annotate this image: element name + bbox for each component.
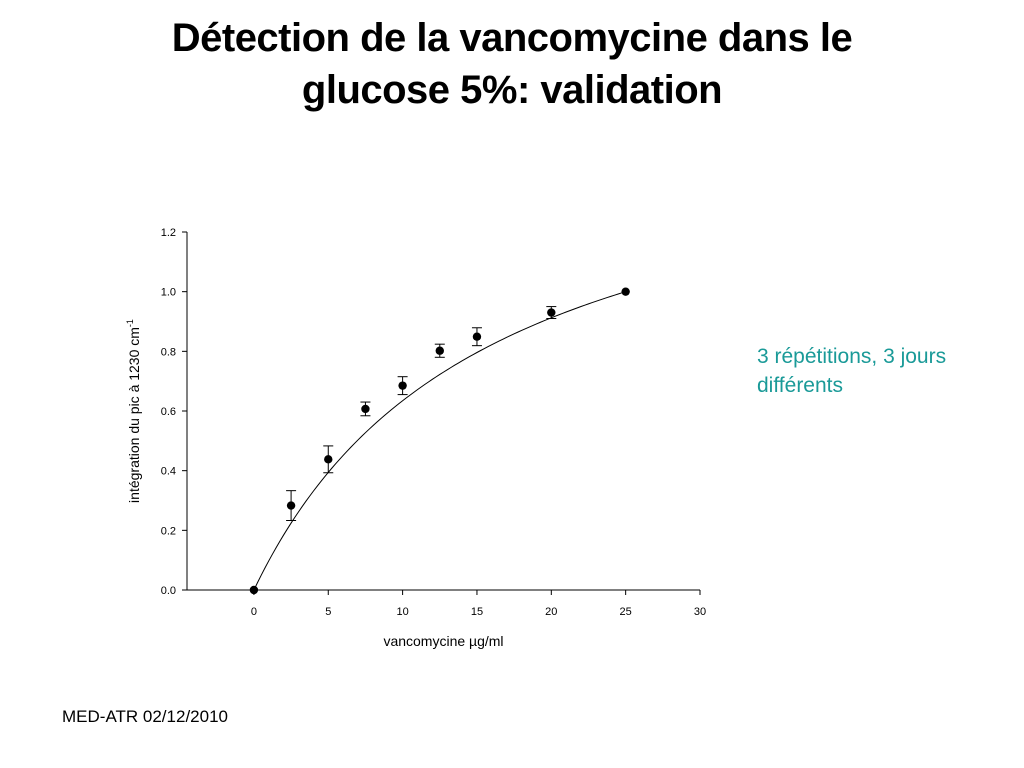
x-tick-label: 20 [545, 606, 557, 618]
y-tick-label: 0.2 [161, 525, 176, 537]
x-tick-label: 15 [471, 606, 483, 618]
data-point [361, 404, 370, 414]
data-point [547, 308, 556, 317]
note-line-1: 3 répétitions, 3 jours [757, 345, 947, 368]
x-tick-label: 30 [694, 606, 706, 618]
data-points-group [249, 287, 630, 595]
x-tick-label: 25 [620, 606, 632, 618]
y-tick-label: 1.0 [161, 287, 176, 299]
note-line-2: différents [757, 374, 843, 397]
fit-curve-group [253, 291, 626, 591]
y-axis-label-superscript: -1 [125, 319, 135, 327]
y-tick-label: 0.8 [161, 346, 176, 358]
x-tick-label: 5 [325, 606, 331, 618]
data-point [324, 455, 333, 464]
data-point [249, 585, 259, 595]
data-point [286, 501, 296, 510]
slide-title: Détection de la vancomycine dans le gluc… [0, 12, 1024, 116]
data-point [472, 332, 482, 341]
y-tick-label: 0.0 [161, 585, 176, 597]
note-text: 3 répétitions, 3 jours différents [757, 342, 1007, 400]
data-point [621, 287, 630, 296]
y-axis-label: intégration du pic à 1230 cm-1 [125, 319, 142, 503]
x-tick-label: 10 [396, 606, 408, 618]
y-tick-label: 1.2 [161, 227, 176, 239]
y-axis-label-main: intégration du pic à 1230 cm [126, 327, 142, 503]
y-tick-label: 0.4 [161, 466, 176, 478]
data-point [435, 346, 444, 355]
axis-labels-group: vancomycine µg/ml intégration du pic à 12… [125, 319, 504, 649]
title-line-1: Détection de la vancomycine dans le [171, 16, 853, 60]
title-line-2: glucose 5%: validation [301, 68, 723, 112]
chart-axes: 0.0 0.2 0.4 0.6 0.8 1.0 1.2 0 5 10 15 20 25 30 [161, 227, 706, 618]
x-axis-label: vancomycine µg/ml [383, 633, 503, 649]
footer-text: MED-ATR 02/12/2010 [62, 707, 228, 726]
fit-curve-line [253, 291, 626, 591]
x-tick-label: 0 [251, 606, 257, 618]
y-tick-label: 0.6 [161, 406, 176, 418]
data-point [398, 381, 407, 390]
